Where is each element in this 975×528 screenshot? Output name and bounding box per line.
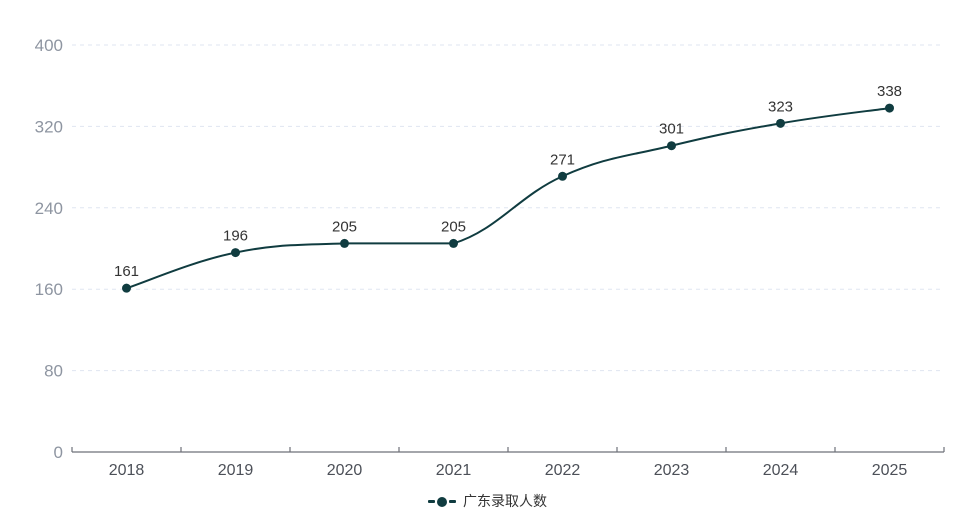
legend-dash-right [449,500,456,503]
y-axis-label-400: 400 [35,36,63,55]
data-label-2018: 161 [114,263,139,280]
x-axis-label-2024: 2024 [763,462,799,479]
data-point-2021[interactable] [449,238,458,248]
y-axis-label-240: 240 [35,199,63,218]
x-axis-label-2022: 2022 [545,462,581,479]
plot-area: 0 80 160 240 320 400 2018 2019 2020 2021 2022 2023 2… [35,36,945,479]
data-label-2022: 271 [550,151,575,168]
x-axis-label-2019: 2019 [218,462,254,479]
x-axis-label-2018: 2018 [109,462,145,479]
data-point-2025[interactable] [885,103,894,113]
x-axis-label-2023: 2023 [654,462,690,479]
y-axis-label-80: 80 [44,362,63,381]
y-axis-label-0: 0 [54,443,63,462]
y-axis-label-160: 160 [35,280,63,299]
legend-label: 广东录取人数 [463,493,547,509]
legend-dash-left [428,500,435,503]
data-label-2025: 338 [877,83,902,100]
series-line [126,107,890,290]
data-point-2024[interactable] [776,118,785,128]
data-label-2019: 196 [223,228,248,245]
data-label-2020: 205 [332,218,357,235]
legend-dot [437,496,447,507]
data-label-2021: 205 [441,218,466,235]
x-axis-label-2021: 2021 [436,462,472,479]
data-point-2020[interactable] [340,238,349,248]
x-axis-label-2025: 2025 [872,462,908,479]
data-point-2023[interactable] [667,141,676,151]
data-point-2019[interactable] [231,248,240,258]
data-label-2024: 323 [768,98,793,115]
data-label-2023: 301 [659,121,684,138]
x-axis-label-2020: 2020 [327,462,363,479]
data-point-2022[interactable] [558,171,567,181]
data-point-2018[interactable] [122,283,131,293]
legend-item[interactable]: 广东录取人数 [0,494,975,509]
legend-line-dot-icon [428,496,456,507]
y-axis-label-320: 320 [35,117,63,136]
